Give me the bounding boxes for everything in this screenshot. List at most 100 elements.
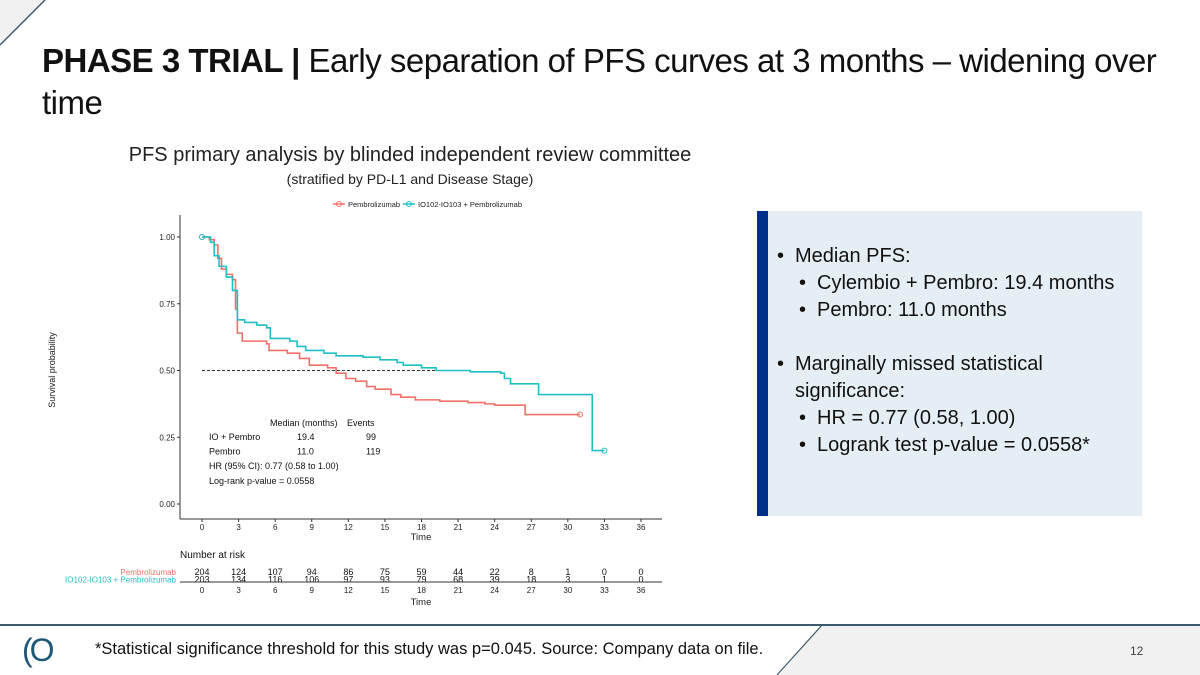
x-tick-label: 27 — [527, 523, 536, 532]
legend-marker — [336, 201, 342, 207]
x-axis-label: Time — [411, 532, 432, 543]
chart-title: PFS primary analysis by blinded independ… — [128, 144, 692, 166]
km-curve-io102-io103 — [202, 236, 605, 452]
y-tick-label: 0.25 — [159, 433, 175, 442]
x-tick-label: 30 — [563, 523, 572, 532]
risk-value: 124 — [231, 567, 246, 577]
risk-value: 97 — [343, 575, 353, 585]
x-tick-label: 18 — [417, 523, 426, 532]
annotation-median: 19.4 — [297, 432, 315, 442]
risk-value: 22 — [490, 567, 500, 577]
risk-value: 0 — [602, 567, 607, 577]
legend-marker — [406, 201, 412, 207]
page-number: 12 — [1130, 644, 1144, 658]
y-tick-label: 1.00 — [159, 233, 175, 242]
annotation-header-median: Median (months) — [270, 418, 338, 428]
risk-value: 86 — [343, 567, 353, 577]
risk-x-tick-label: 15 — [380, 586, 389, 595]
risk-x-tick-label: 6 — [273, 586, 278, 595]
x-tick-label: 24 — [490, 523, 499, 532]
footer-shape — [780, 626, 1200, 675]
censor-mark — [199, 234, 205, 240]
km-chart: Pembrolizumab IO102-IO103 + Pembrolizumab… — [47, 200, 662, 608]
risk-x-axis-label: Time — [411, 597, 432, 608]
footer-slash — [776, 624, 824, 675]
risk-value: 39 — [490, 575, 500, 585]
risk-value: 0 — [638, 567, 643, 577]
bullet-logrank: Logrank test p-value = 0.0558* — [799, 432, 1142, 459]
risk-value: 107 — [268, 567, 283, 577]
risk-value: 93 — [380, 575, 390, 585]
risk-x-tick-label: 33 — [600, 586, 609, 595]
risk-value: 1 — [565, 567, 570, 577]
censor-mark — [601, 447, 608, 454]
annotation-arm: IO + Pembro — [209, 432, 260, 442]
risk-value: 203 — [194, 575, 209, 585]
x-tick-label: 6 — [273, 523, 278, 532]
risk-value: 94 — [307, 567, 317, 577]
annotation-median: 11.0 — [297, 447, 314, 457]
x-tick-label: 15 — [380, 523, 389, 532]
annotation-header-events: Events — [347, 418, 375, 428]
risk-row-label: IO102-IO103 + Pembrolizumab — [65, 576, 176, 585]
risk-x-tick-label: 18 — [417, 586, 426, 595]
bullet-cylembio: Cylembio + Pembro: 19.4 months — [799, 270, 1142, 297]
risk-value: 59 — [416, 567, 426, 577]
risk-value: 1 — [602, 575, 607, 585]
x-tick-label: 21 — [454, 523, 463, 532]
annotation-events: 99 — [366, 432, 376, 442]
risk-x-tick-label: 24 — [490, 586, 499, 595]
x-tick-label: 9 — [310, 523, 315, 532]
risk-value: 68 — [453, 575, 463, 585]
chart-subtitle: (stratified by PD-L1 and Disease Stage) — [286, 171, 534, 187]
risk-value: 8 — [529, 567, 534, 577]
risk-x-tick-label: 12 — [344, 586, 353, 595]
x-tick-label: 12 — [344, 523, 353, 532]
bullet-median-pfs: Median PFS: — [777, 243, 1142, 270]
y-tick-label: 0.50 — [159, 367, 175, 376]
annotation-events: 119 — [366, 447, 380, 457]
risk-value: 75 — [380, 567, 390, 577]
risk-value: 18 — [526, 575, 536, 585]
company-logo: (O — [22, 632, 55, 668]
risk-x-tick-label: 3 — [236, 586, 241, 595]
risk-x-tick-label: 0 — [200, 586, 205, 595]
risk-table-title: Number at risk — [180, 550, 246, 561]
bullet-hr: HR = 0.77 (0.58, 1.00) — [799, 405, 1142, 432]
risk-value: 3 — [565, 575, 570, 585]
annotation-logrank: Log-rank p-value = 0.0558 — [209, 476, 314, 486]
risk-x-tick-label: 9 — [310, 586, 315, 595]
risk-value: 44 — [453, 567, 463, 577]
risk-value: 204 — [194, 567, 209, 577]
legend-label: Pembrolizumab — [348, 200, 400, 209]
risk-x-tick-label: 21 — [454, 586, 463, 595]
footer-divider — [0, 624, 1200, 626]
y-tick-label: 0.75 — [159, 300, 175, 309]
summary-panel: Median PFS: Cylembio + Pembro: 19.4 mont… — [757, 211, 1142, 516]
bullet-significance: Marginally missed statistical significan… — [777, 351, 1142, 405]
censor-mark — [577, 411, 584, 418]
slide-title: PHASE 3 TRIAL | Early separation of PFS … — [42, 42, 1157, 121]
risk-value: 116 — [268, 575, 282, 585]
y-tick-label: 0.00 — [159, 500, 175, 509]
y-axis-label: Survival probability — [47, 332, 57, 408]
x-tick-label: 36 — [637, 523, 646, 532]
bullet-pembro: Pembro: 11.0 months — [799, 297, 1142, 324]
x-tick-label: 0 — [200, 523, 205, 532]
risk-row-label: Pembrolizumab — [120, 568, 176, 577]
legend-label: IO102-IO103 + Pembrolizumab — [418, 200, 522, 209]
x-tick-label: 33 — [600, 523, 609, 532]
risk-value: 106 — [304, 575, 319, 585]
corner-decoration — [0, 0, 46, 46]
panel-accent-bar — [757, 211, 768, 516]
risk-x-tick-label: 30 — [563, 586, 572, 595]
x-tick-label: 3 — [236, 523, 241, 532]
annotation-hr: HR (95% CI): 0.77 (0.58 to 1.00) — [209, 461, 339, 471]
risk-value: 79 — [416, 575, 426, 585]
risk-value: 134 — [231, 575, 246, 585]
annotation-arm: Pembro — [209, 447, 241, 457]
risk-x-tick-label: 36 — [637, 586, 646, 595]
footnote: *Statistical significance threshold for … — [95, 640, 764, 658]
risk-x-tick-label: 27 — [527, 586, 536, 595]
